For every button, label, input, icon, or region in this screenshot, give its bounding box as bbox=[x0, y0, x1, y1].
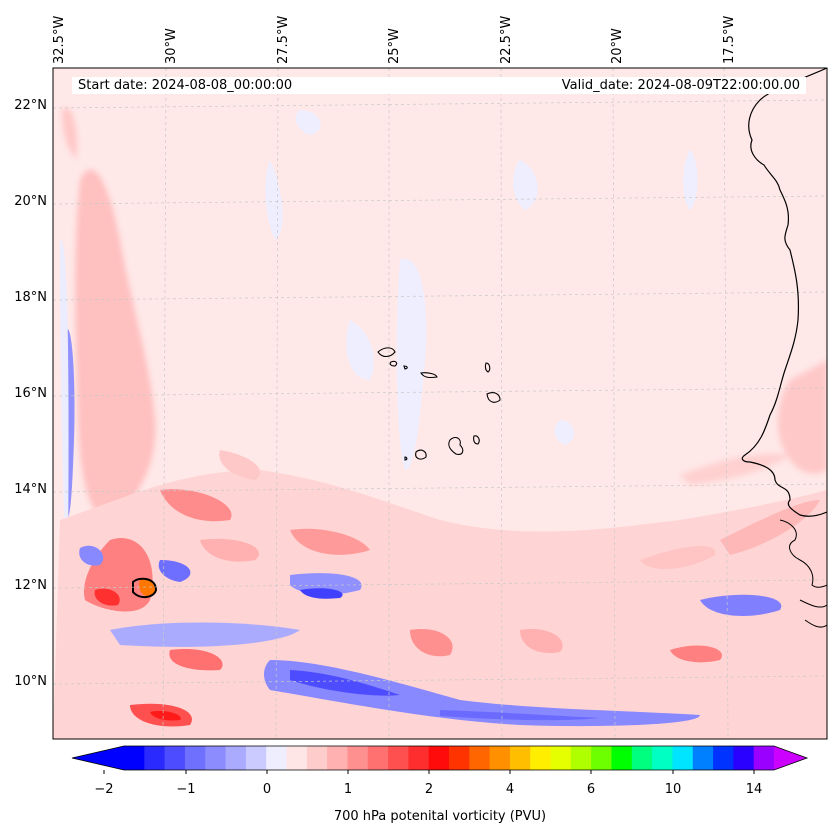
lat-label-18n: 18°N bbox=[14, 290, 47, 305]
lon-label-20w: 20°W bbox=[610, 28, 625, 64]
colorbar-tick-label: 10 bbox=[664, 782, 682, 797]
colorbar-swatch bbox=[489, 746, 511, 770]
start-date-label: Start date: 2024-08-08_00:00:00 bbox=[72, 77, 544, 94]
valid-date-label: Valid_date: 2024-08-09T22:00:00.00 bbox=[540, 77, 806, 94]
colorbar bbox=[71, 745, 809, 774]
colorbar-swatch bbox=[164, 746, 186, 770]
pv-field-positive-west bbox=[62, 108, 156, 521]
colorbar-swatch bbox=[286, 746, 308, 770]
lon-label-17-5w: 17.5°W bbox=[722, 15, 737, 64]
colorbar-swatch bbox=[713, 746, 734, 770]
colorbar-swatch bbox=[469, 746, 491, 770]
lat-label-12n: 12°N bbox=[14, 578, 47, 593]
lon-label-30w: 30°W bbox=[164, 28, 179, 64]
colorbar-swatch bbox=[428, 746, 450, 770]
colorbar-tick-label: −2 bbox=[94, 782, 114, 797]
colorbar-swatch bbox=[631, 746, 653, 770]
colorbar-swatch bbox=[144, 746, 166, 770]
lon-label-32-5w: 32.5°W bbox=[52, 15, 67, 64]
colorbar-swatch bbox=[266, 746, 287, 770]
colorbar-swatch bbox=[388, 746, 409, 770]
pv-field-positive-east bbox=[680, 360, 827, 485]
colorbar-swatch bbox=[530, 746, 552, 770]
colorbar-title: 700 hPa potenital vorticity (PVU) bbox=[333, 809, 547, 824]
coastline-africa bbox=[741, 68, 827, 517]
colorbar-swatch bbox=[652, 746, 673, 770]
lat-label-16n: 16°N bbox=[14, 386, 47, 401]
lon-label-25w: 25°W bbox=[387, 28, 402, 64]
cape-verde-islands bbox=[377, 347, 501, 461]
colorbar-swatch bbox=[591, 746, 612, 770]
colorbar-swatch bbox=[672, 746, 694, 770]
colorbar-swatch bbox=[408, 746, 430, 770]
colorbar-swatch bbox=[733, 746, 755, 770]
colorbar-swatch bbox=[692, 746, 714, 770]
colorbar-swatch bbox=[753, 746, 775, 770]
pv-field-southern-band bbox=[53, 450, 827, 739]
colorbar-extend-min bbox=[72, 746, 124, 770]
colorbar-swatch bbox=[347, 746, 369, 770]
colorbar-outline bbox=[71, 745, 809, 771]
colorbar-swatch bbox=[570, 746, 592, 770]
colorbar-extend-max bbox=[774, 746, 807, 770]
colorbar-swatch bbox=[205, 746, 227, 770]
colorbar-tick-label: 1 bbox=[343, 782, 353, 797]
lat-label-10n: 10°N bbox=[14, 674, 47, 689]
colorbar-swatch bbox=[550, 746, 572, 770]
map-frame bbox=[52, 67, 828, 740]
colorbar-tick-label: 2 bbox=[424, 782, 434, 797]
colorbar-tick-label: 0 bbox=[262, 782, 272, 797]
colorbar-swatch bbox=[367, 746, 389, 770]
lat-label-14n: 14°N bbox=[14, 482, 47, 497]
colorbar-tick-label: 6 bbox=[586, 782, 596, 797]
colorbar-swatch bbox=[306, 746, 328, 770]
lat-label-20n: 20°N bbox=[14, 194, 47, 209]
lon-label-22-5w: 22.5°W bbox=[499, 15, 514, 64]
coastline-guinea-bissau bbox=[779, 519, 827, 628]
lat-label-22n: 22°N bbox=[14, 98, 47, 113]
colorbar-swatch bbox=[327, 746, 348, 770]
colorbar-swatch bbox=[611, 746, 633, 770]
lon-label-27-5w: 27.5°W bbox=[276, 15, 291, 64]
colorbar-swatch bbox=[509, 746, 531, 770]
colorbar-tick-label: −1 bbox=[176, 782, 196, 797]
colorbar-tick-label: 14 bbox=[745, 782, 763, 797]
colorbar-swatch bbox=[245, 746, 267, 770]
colorbar-swatch bbox=[184, 746, 206, 770]
colorbar-swatch bbox=[225, 746, 247, 770]
colorbar-swatch bbox=[449, 746, 470, 770]
graticule bbox=[53, 68, 827, 739]
colorbar-tick-label: 4 bbox=[505, 782, 515, 797]
colorbar-swatch bbox=[124, 746, 145, 770]
